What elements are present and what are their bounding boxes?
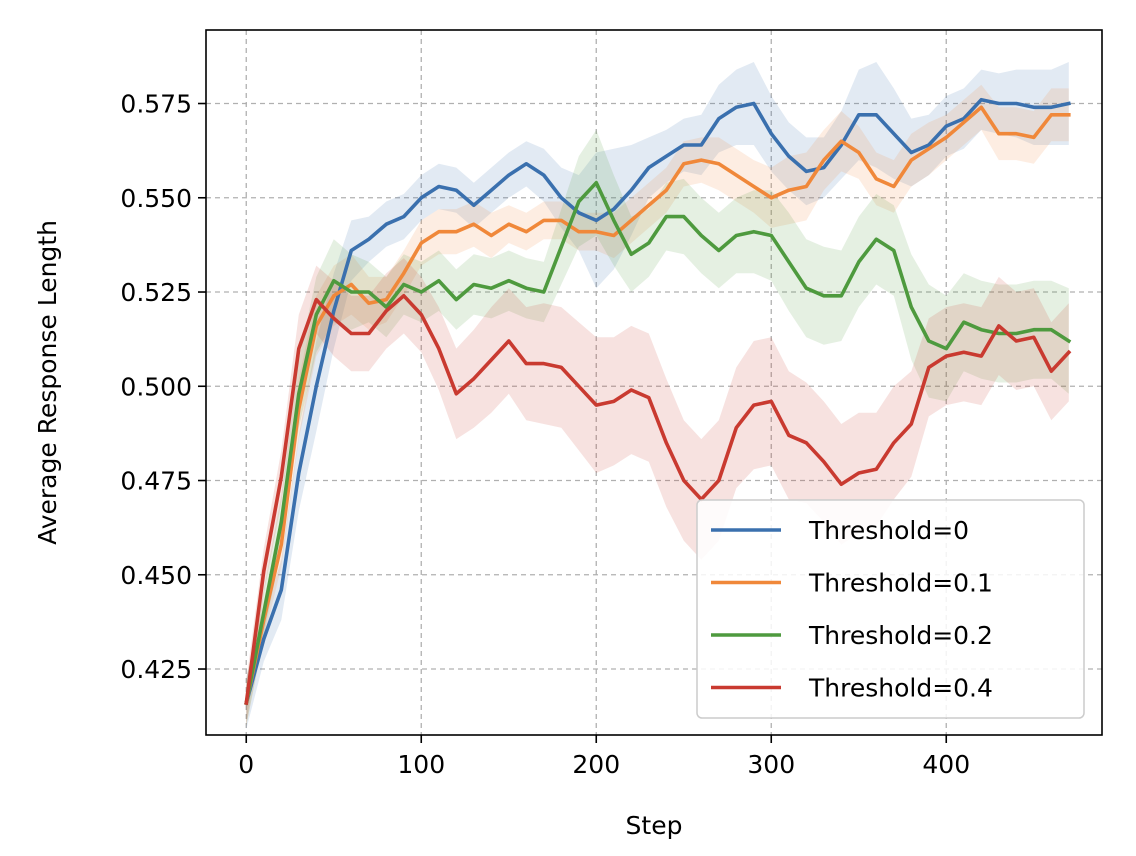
band-Threshold=0.4 (246, 258, 1069, 726)
legend-box (696, 499, 1085, 719)
y-tick-label: 0.450 (120, 561, 192, 590)
x-tick-label: 100 (397, 750, 445, 779)
grid-lines (206, 30, 1102, 735)
band-Threshold=0.1 (246, 84, 1069, 726)
series-line-Threshold=0.1 (244, 105, 1071, 706)
axes: 0 100 200 300 400 0.425 0.450 0.475 0.500 0.525 0.… (120, 29, 1103, 779)
plot-frame (205, 29, 1103, 736)
y-tick-label: 0.525 (120, 278, 192, 307)
legend-label: Threshold=0.2 (808, 621, 993, 650)
legend-label: Threshold=0.4 (808, 674, 993, 703)
x-tick-label: 0 (238, 750, 254, 779)
x-tick-label: 400 (922, 750, 970, 779)
x-tick-label: 200 (572, 750, 620, 779)
y-tick-label: 0.475 (120, 467, 192, 496)
legend-label: Threshold=0.1 (808, 569, 993, 598)
band-Threshold=0 (246, 62, 1069, 730)
y-tick-label: 0.425 (120, 655, 192, 684)
legend-label: Threshold=0 (808, 516, 969, 545)
series-line-Threshold=0 (244, 97, 1071, 706)
x-axis-title: Step (626, 811, 683, 840)
y-tick-label: 0.550 (120, 184, 192, 213)
variability-bands (246, 62, 1069, 730)
band-Threshold=0.2 (246, 129, 1069, 726)
series-line-Threshold=0.4 (244, 293, 1072, 706)
y-tick-label: 0.575 (120, 90, 192, 119)
series-lines (244, 97, 1072, 706)
series-line-Threshold=0.2 (244, 180, 1072, 706)
y-axis-title: Average Response Length (33, 220, 62, 545)
x-tick-label: 300 (747, 750, 795, 779)
y-tick-label: 0.500 (120, 372, 192, 401)
legend: Threshold=0 Threshold=0.1 Threshold=0.2 Thr… (696, 499, 1085, 719)
